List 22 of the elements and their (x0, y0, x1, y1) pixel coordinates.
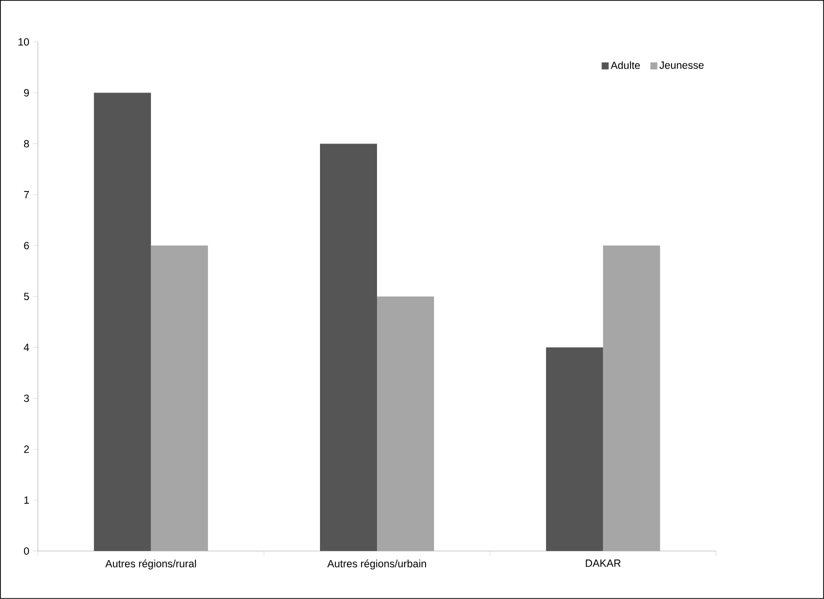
y-tick-label: 2 (24, 446, 29, 453)
y-tick-label: 9 (24, 89, 29, 97)
y-tick-label: 10 (18, 38, 29, 46)
y-tick-label: 0 (24, 547, 29, 555)
legend-label: Adulte (610, 61, 640, 70)
y-tick-label: 5 (24, 292, 29, 300)
bar (546, 347, 604, 552)
y-tick-label: 6 (24, 242, 29, 250)
y-tick-label: 3 (24, 394, 29, 402)
x-tick-label: Autres régions/rural (105, 560, 196, 570)
x-tick-label: DAKAR (586, 560, 621, 567)
y-tick-label: 4 (24, 344, 30, 352)
bar (320, 144, 377, 552)
bar (150, 246, 208, 552)
bar (94, 92, 151, 552)
y-tick-label: 1 (24, 496, 29, 504)
x-tick-label: Autres régions/urbain (327, 560, 426, 570)
y-tick-label: 7 (24, 191, 29, 198)
bar (377, 296, 434, 552)
legend-label: Jeunesse (659, 62, 704, 69)
bar (603, 246, 660, 552)
y-tick-label: 8 (24, 140, 29, 148)
